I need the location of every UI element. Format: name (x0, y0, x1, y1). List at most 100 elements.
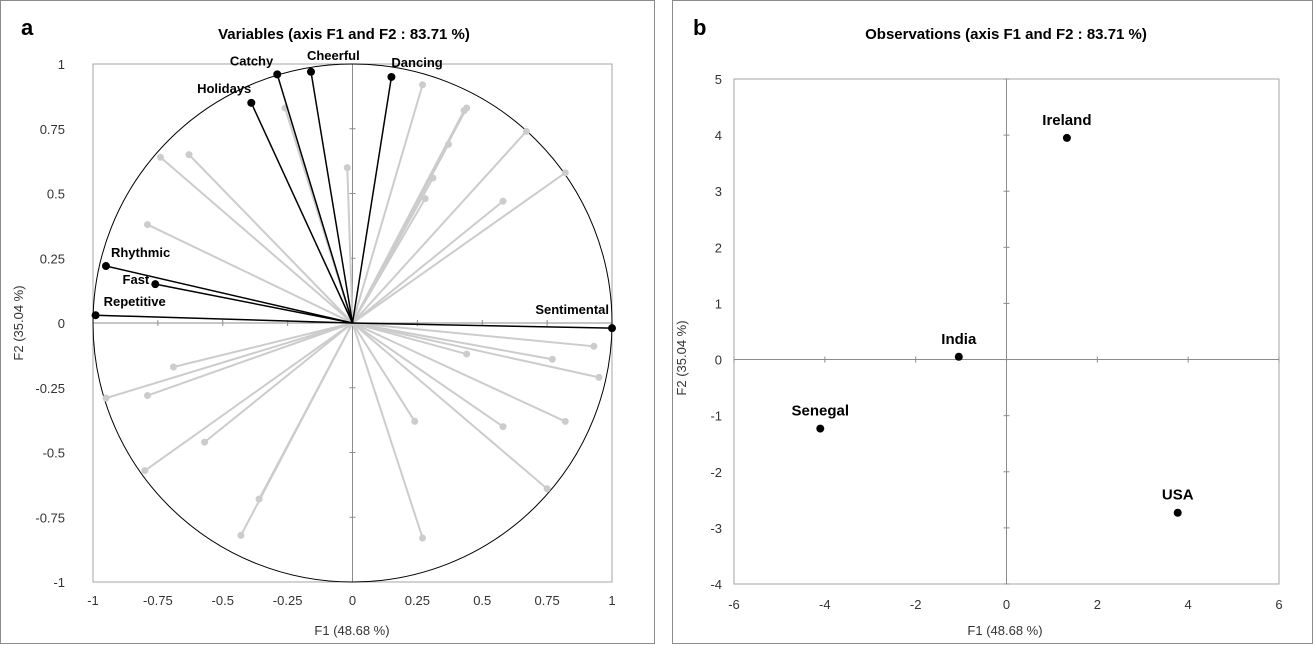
variable-point (141, 467, 149, 475)
plot-area: -6 -4 -2 0 2 4 6 5 4 3 2 1 0 -1 -2 -3 -4 Ireland India Sene… (710, 72, 1282, 612)
x-tick-label: -0.5 (212, 593, 234, 608)
x-tick-label: 0.5 (473, 593, 491, 608)
variable-point (151, 280, 160, 289)
x-tick-label: 0 (1003, 597, 1010, 612)
variable-vector (240, 322, 354, 536)
variable-point (411, 417, 419, 425)
variable-label: Cheerful (307, 48, 360, 63)
variable-point (143, 392, 151, 400)
variable-vector (95, 314, 353, 324)
x-tick-label: -0.75 (143, 593, 173, 608)
y-tick-label: 0 (58, 316, 65, 331)
y-tick-label: -4 (710, 577, 722, 592)
variable-vector (351, 76, 393, 324)
variable-vector (351, 130, 528, 324)
x-tick-label: 0.25 (405, 593, 430, 608)
variable-point (143, 221, 151, 229)
variable-vector (147, 223, 353, 324)
variable-point (343, 164, 351, 172)
variable-point (419, 81, 427, 89)
variable-label: Dancing (391, 55, 442, 70)
y-tick-label: 0.75 (40, 122, 65, 137)
variable-label: Sentimental (535, 302, 609, 317)
variable-point (156, 153, 164, 161)
y-tick-label: 5 (715, 72, 722, 87)
x-axis-label: F1 (48.68 %) (967, 623, 1042, 638)
variable-vector (352, 322, 594, 348)
variable-vector (351, 322, 548, 490)
variable-point (543, 485, 551, 493)
variable-point (429, 174, 437, 182)
variables-panel: a Variables (axis F1 and F2 : 83.71 %) F… (0, 0, 655, 644)
y-tick-label: -1 (710, 409, 722, 424)
y-tick-label: 3 (715, 184, 722, 199)
variable-point (499, 423, 507, 431)
variable-vector (250, 102, 354, 324)
y-axis-label: F2 (35.04 %) (11, 285, 26, 360)
y-axis-label: F2 (35.04 %) (674, 320, 689, 395)
variable-vector (351, 322, 416, 422)
y-tick-label: 2 (715, 240, 722, 255)
variable-vector (310, 71, 354, 324)
variable-vector (105, 265, 353, 324)
variable-point (522, 127, 530, 135)
y-tick-label: 1 (58, 57, 65, 72)
variable-vector (351, 171, 566, 324)
variable-vector (203, 322, 354, 443)
chart-title: Observations (axis F1 and F2 : 83.71 %) (865, 26, 1147, 43)
variable-vector (188, 153, 354, 324)
x-tick-label: 6 (1275, 597, 1282, 612)
x-tick-label: 0.75 (534, 593, 559, 608)
variable-point (608, 324, 616, 333)
observation-label: USA (1162, 487, 1194, 504)
observation-label: India (941, 331, 977, 348)
variable-vector (105, 322, 353, 400)
variable-label: Catchy (230, 53, 274, 68)
x-tick-label: -2 (910, 597, 922, 612)
variable-point (421, 195, 429, 203)
y-tick-label: 0.5 (47, 187, 65, 202)
x-tick-label: -1 (87, 593, 99, 608)
x-tick-label: 1 (608, 593, 615, 608)
variable-vector (352, 322, 566, 423)
panel-letter-b: b (693, 15, 707, 40)
variable-vector (173, 322, 353, 369)
panel-letter-a: a (21, 15, 34, 40)
observation-point (1173, 508, 1182, 517)
variable-vector (346, 167, 354, 324)
variable-point (590, 342, 598, 350)
variable-point (548, 355, 556, 363)
variable-vector (352, 322, 613, 329)
variable-point (91, 311, 100, 320)
y-tick-label: -2 (710, 465, 722, 480)
variable-point (561, 169, 569, 177)
observation-point (954, 352, 963, 361)
variable-point (463, 350, 471, 358)
x-tick-label: -4 (819, 597, 831, 612)
y-tick-label: 0.25 (40, 251, 65, 266)
variable-vector (352, 322, 553, 361)
variable-point (185, 151, 193, 159)
y-tick-label: 0 (715, 353, 722, 368)
variable-vector (276, 74, 354, 324)
observation-label: Ireland (1042, 112, 1091, 129)
y-tick-label: -0.5 (43, 446, 65, 461)
variable-point (237, 531, 245, 539)
observations-panel: b Observations (axis F1 and F2 : 83.71 %… (672, 0, 1313, 644)
variable-vector (155, 283, 353, 324)
chart-title: Variables (axis F1 and F2 : 83.71 %) (218, 26, 470, 43)
variable-vector (159, 156, 354, 324)
variable-vector (352, 322, 600, 379)
variable-point (419, 534, 427, 542)
variable-point (445, 140, 453, 148)
x-tick-label: 0 (349, 593, 356, 608)
correlation-circle (92, 63, 613, 583)
variable-label: Holidays (197, 81, 251, 96)
variable-point (273, 70, 282, 79)
x-axis-label: F1 (48.68 %) (314, 623, 389, 638)
variable-label: Repetitive (104, 294, 166, 309)
x-tick-label: 4 (1185, 597, 1192, 612)
x-tick-label: 2 (1094, 597, 1101, 612)
y-tick-label: -0.75 (35, 510, 65, 525)
x-tick-label: -6 (728, 597, 740, 612)
